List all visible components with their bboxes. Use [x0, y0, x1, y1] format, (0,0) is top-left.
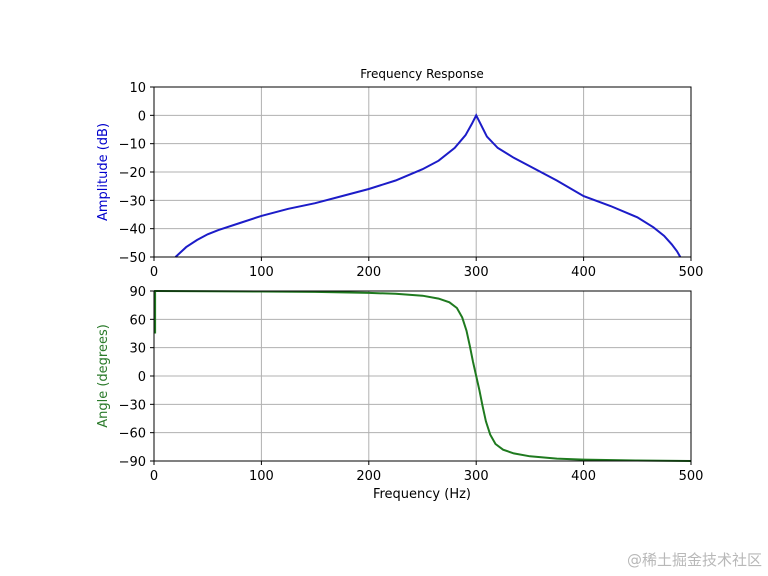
angle-y-label: Angle (degrees) [96, 324, 111, 428]
y-tick-label: −10 [119, 138, 146, 153]
frequency-x-label: Frequency (Hz) [373, 487, 471, 502]
y-tick-label: 0 [138, 370, 146, 385]
x-tick-label: 500 [679, 469, 704, 484]
x-tick-label: 500 [679, 265, 704, 280]
amplitude-y-label: Amplitude (dB) [96, 123, 111, 221]
y-tick-label: 10 [129, 81, 146, 96]
x-tick-label: 100 [249, 469, 274, 484]
y-tick-label: −50 [119, 251, 146, 266]
y-tick-label: 60 [129, 313, 146, 328]
y-tick-label: −30 [119, 398, 146, 413]
x-tick-label: 100 [249, 265, 274, 280]
y-tick-label: −40 [119, 223, 146, 238]
y-tick-label: −30 [119, 194, 146, 209]
x-tick-label: 200 [356, 265, 381, 280]
angle-x-ticks: 0 100 200 300 400 500 [150, 461, 704, 484]
y-tick-label: −90 [119, 455, 146, 470]
amplitude-y-ticks: 10 0 −10 −20 −30 −40 −50 [119, 81, 154, 266]
amplitude-axes: 0 100 200 300 400 500 100−10−20−30−40−50 Freq… [96, 67, 703, 280]
amplitude-x-ticks: 0 100 200 300 400 500 [150, 257, 704, 280]
x-tick-label: 200 [356, 469, 381, 484]
y-tick-label: 0 [138, 109, 146, 124]
amplitude-curve [174, 113, 682, 258]
y-tick-label: −60 [119, 427, 146, 442]
chart-title: Frequency Response [360, 67, 483, 81]
y-tick-label: −20 [119, 166, 146, 181]
y-tick-label: 90 [129, 285, 146, 300]
watermark: @稀土掘金技术社区 [626, 551, 762, 569]
x-tick-label: 0 [150, 265, 158, 280]
x-tick-label: 300 [464, 469, 489, 484]
x-tick-label: 0 [150, 469, 158, 484]
x-tick-label: 400 [571, 265, 596, 280]
x-tick-label: 300 [464, 265, 489, 280]
angle-y-ticks: 90 60 30 0 −30 −60 −90 [119, 285, 154, 470]
y-tick-label: 30 [129, 342, 146, 357]
angle-curve [154, 290, 692, 462]
x-tick-label: 400 [571, 469, 596, 484]
